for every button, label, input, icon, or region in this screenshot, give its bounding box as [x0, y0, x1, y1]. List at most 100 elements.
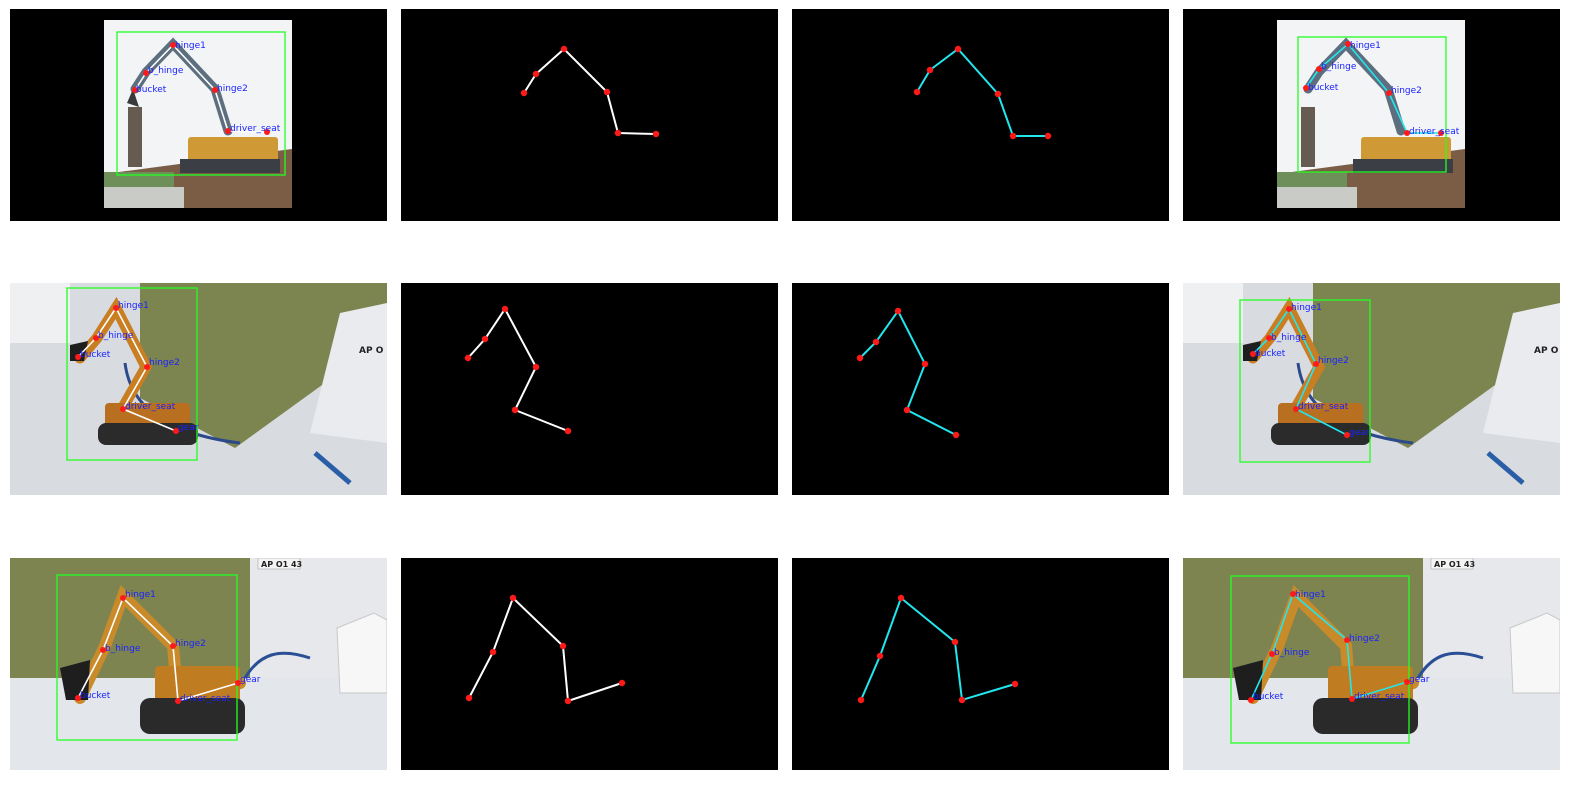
green-wall: [140, 283, 387, 448]
excavator-bucket: [70, 341, 88, 361]
keypoints: [75, 305, 179, 434]
keypoint-bucket: [1248, 697, 1254, 703]
plastic-bag: [1183, 283, 1243, 343]
excavator-track: [1271, 423, 1371, 445]
row3-overlay-panel: AP O1 43 hinge1 b_hinge bucket hi: [1183, 558, 1560, 770]
keypoint: [1044, 132, 1052, 140]
row2-input-svg: AP O hinge1 b_hinge bucket: [10, 283, 387, 495]
label-driver-seat: driver_seat: [125, 402, 176, 412]
row2-gt-skeleton-panel: [401, 283, 778, 495]
pen: [313, 451, 352, 485]
pred-skeleton-overlay: [1250, 592, 1408, 701]
wall-sign: AP O: [1534, 346, 1559, 356]
keypoint: [897, 594, 905, 602]
keypoint: [954, 45, 962, 53]
excavator-track: [140, 698, 245, 734]
plastic-bag: [10, 283, 70, 343]
row1-pred-svg: [913, 45, 1052, 140]
label-gear: gear: [178, 423, 199, 433]
label-hinge1: hinge1: [1291, 303, 1322, 313]
keypoint: [564, 697, 572, 705]
label-b-hinge: b_hinge: [148, 66, 184, 76]
keypoint-hinge2: [212, 87, 218, 93]
label-bucket: bucket: [136, 85, 167, 95]
green-wall: [1313, 283, 1560, 448]
keypoint: [465, 694, 473, 702]
keypoint-hinge1: [1345, 41, 1351, 47]
label-hinge1: hinge1: [1350, 41, 1381, 51]
excavator-track: [180, 159, 280, 173]
green-wall: [10, 558, 250, 678]
indoor-photo: AP O1 43: [1183, 558, 1560, 770]
keypoint-hinge1: [1290, 591, 1296, 597]
row1-gt-skeleton-panel: [401, 9, 778, 221]
keypoint-hinge2: [1313, 361, 1319, 367]
gt-skeleton: [468, 596, 623, 703]
white-box: [1509, 612, 1560, 694]
keypoint-bucket: [132, 87, 138, 93]
pred-skeleton: [916, 47, 1048, 137]
excavator-cab: [1361, 137, 1451, 165]
keypoint-gear: [1404, 679, 1410, 685]
keypoint-end: [1438, 130, 1444, 136]
row3-input-panel: AP O1 43 hinge1 b_hinge bucket hi: [10, 558, 387, 770]
label-hinge2: hinge2: [1349, 634, 1380, 644]
gt-skeleton-overlay: [77, 596, 239, 703]
sign-plate: [1430, 558, 1474, 570]
fence: [1277, 187, 1357, 208]
keypoint: [511, 406, 519, 414]
keypoint: [913, 88, 921, 96]
label-hinge2: hinge2: [149, 358, 180, 368]
row1-input-panel: hinge1 b_hinge bucket hinge2 driver_seat: [10, 9, 387, 221]
row3-pred-svg: [857, 594, 1019, 704]
white-board: [1483, 303, 1560, 443]
keypoint-driver-seat: [1293, 406, 1299, 412]
keypoint-driver-seat: [120, 406, 126, 412]
keypoint-b-hinge: [1266, 335, 1272, 341]
pred-skeleton: [860, 596, 1016, 702]
keypoint-hinge2: [170, 643, 176, 649]
label-bucket: bucket: [1255, 349, 1286, 359]
keypoint-b-hinge: [100, 647, 106, 653]
keypoint: [509, 594, 517, 602]
keypoint: [1009, 132, 1017, 140]
label-b-hinge: b_hinge: [1271, 333, 1307, 343]
label-gear: gear: [1349, 428, 1370, 438]
bounding-box: [1230, 575, 1410, 744]
keypoint: [958, 696, 966, 704]
row2-overlay-panel: AP O hinge1 b_hinge bucket: [1183, 283, 1560, 495]
row2-pred-svg: [856, 307, 960, 439]
gt-skeleton-overlay: [134, 43, 268, 133]
keypoint: [652, 130, 660, 138]
keypoint-end: [264, 129, 270, 135]
keypoint: [856, 354, 864, 362]
keypoint: [1011, 680, 1019, 688]
label-hinge1: hinge1: [118, 301, 149, 311]
keypoint-b-hinge: [143, 70, 149, 76]
indoor-photo: AP O: [1183, 283, 1560, 495]
label-driver-seat: driver_seat: [180, 694, 231, 704]
keypoint: [532, 363, 540, 371]
keypoint: [532, 70, 540, 78]
keypoint-gear: [235, 680, 241, 686]
fence: [104, 187, 184, 208]
keypoint: [614, 129, 622, 137]
keypoint-hinge1: [170, 42, 176, 48]
wall-sign: AP O1 43: [261, 560, 302, 569]
bounding-box: [66, 287, 198, 461]
keypoints: [465, 594, 626, 705]
keypoint-bucket: [75, 695, 81, 701]
pred-skeleton-overlay: [1252, 307, 1348, 436]
row1-pred-skeleton-panel: [792, 9, 1169, 221]
label-gear: gear: [1409, 675, 1430, 685]
sign-plate: [257, 558, 301, 570]
excavator-track: [1353, 159, 1453, 173]
keypoint: [921, 360, 929, 368]
keypoint: [872, 338, 880, 346]
row3-gt-skeleton-panel: [401, 558, 778, 770]
keypoint-b-hinge: [1269, 651, 1275, 657]
keypoints: [913, 45, 1052, 140]
green-wall: [1183, 558, 1423, 678]
bounding-box: [1239, 299, 1371, 463]
